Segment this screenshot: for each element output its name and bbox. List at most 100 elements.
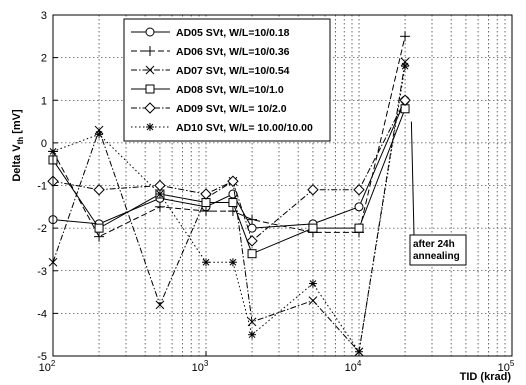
x-tick-base: 10 [39, 362, 51, 374]
y-axis-label-subscript: th [16, 137, 25, 145]
annotation-text: after 24h [413, 239, 455, 250]
legend-entry: AD09 SVt, W/L= 10/2.0 [131, 102, 287, 115]
star-data-point [155, 190, 164, 199]
y-axis-label-unit: [mV] [11, 109, 23, 137]
plus-data-point [94, 231, 105, 242]
x-axis-label: TID (krad) [460, 371, 512, 383]
star-data-point [228, 258, 237, 267]
marker-shape [247, 223, 257, 233]
square-data-point [354, 223, 364, 233]
marker-shape [94, 125, 104, 135]
marker-shape [247, 249, 257, 259]
marker-shape [354, 223, 364, 233]
x-tick-base: 10 [498, 362, 510, 374]
diamond-data-point [227, 175, 239, 187]
marker-shape [155, 300, 165, 310]
marker-shape [228, 198, 238, 208]
marker-shape [354, 202, 364, 212]
x-data-point [308, 296, 318, 305]
marker-shape [400, 57, 410, 67]
square-data-point [400, 104, 410, 114]
x-tick-label: 102 [39, 359, 56, 374]
series-layer [47, 31, 411, 357]
square-data-point [247, 249, 257, 259]
diamond-data-point [200, 188, 212, 200]
marker-shape [246, 235, 258, 247]
marker-shape [228, 189, 238, 199]
legend-entry: AD05 SVt, W/L=10/0.18 [131, 27, 290, 39]
square-data-point [308, 223, 318, 233]
marker-shape [248, 331, 256, 339]
square-data-point [94, 223, 104, 233]
legend-marker [145, 65, 155, 75]
legend-marker [145, 84, 155, 94]
star-data-point [401, 62, 410, 71]
x-tick-exponent: 5 [510, 359, 515, 368]
marker-shape [401, 62, 409, 70]
y-axis-label-main: Delta V [11, 144, 23, 182]
x-tick-label: 105 [498, 359, 515, 374]
marker-shape [144, 102, 156, 114]
x-tick-exponent: 4 [357, 359, 362, 368]
marker-shape [145, 27, 155, 37]
star-data-point [95, 130, 104, 139]
x-tick-label: 104 [345, 359, 362, 374]
legend-label: AD06 SVt, W/L=10/0.36 [176, 46, 290, 58]
marker-shape [145, 84, 155, 94]
y-tick-label: 2 [41, 53, 47, 65]
annotation-text: annealing [413, 251, 460, 262]
marker-shape [399, 94, 411, 106]
annotation-box [409, 234, 467, 266]
marker-shape [400, 104, 410, 114]
x-data-point [400, 57, 410, 67]
y-tick-label: -3 [37, 266, 47, 278]
marker-shape [95, 130, 103, 138]
square-data-point [228, 198, 238, 208]
x-tick-exponent: 3 [204, 359, 209, 368]
marker-shape [156, 190, 164, 198]
legend-marker [145, 27, 155, 37]
legend-marker [146, 123, 154, 131]
legend-label: AD09 SVt, W/L= 10/2.0 [176, 103, 287, 115]
y-tick-label: 3 [41, 10, 47, 22]
plus-data-point [154, 201, 165, 212]
y-tick-label: -1 [37, 181, 47, 193]
x-data-point [94, 125, 104, 135]
plus-data-point [247, 214, 258, 225]
marker-shape [93, 184, 105, 196]
plus-data-point [201, 206, 211, 217]
circle-data-point [354, 202, 364, 212]
diamond-data-point [93, 184, 105, 196]
diamond-data-point [246, 235, 258, 247]
legend-entry: AD07 SVt, W/L=10/0.54 [131, 65, 290, 77]
marker-shape [308, 223, 318, 233]
legend-label: AD07 SVt, W/L=10/0.54 [176, 65, 290, 77]
marker-shape [145, 65, 155, 75]
circle-data-point [228, 189, 238, 199]
diamond-data-point [307, 184, 319, 196]
marker-shape [227, 175, 239, 187]
circle-data-point [247, 223, 257, 233]
marker-shape [202, 258, 210, 266]
marker-shape [146, 123, 154, 131]
y-axis-label: Delta Vth [mV] [11, 109, 25, 182]
x-tick-label: 103 [192, 359, 209, 374]
x-tick-exponent: 2 [51, 359, 56, 368]
y-tick-label: 1 [41, 95, 47, 107]
diamond-data-point [353, 184, 365, 196]
star-data-point [202, 258, 210, 267]
legend-label: AD05 SVt, W/L=10/0.18 [176, 27, 290, 39]
y-tick-label: 0 [41, 138, 47, 150]
legend-label: AD10 SVt, W/L= 10.00/10.00 [176, 122, 313, 134]
marker-shape [353, 184, 365, 196]
y-tick-label: -4 [37, 308, 47, 320]
marker-shape [94, 223, 104, 233]
star-data-point [248, 330, 257, 339]
marker-shape [309, 280, 317, 287]
square-data-point [201, 198, 211, 208]
legend-entry: AD08 SVt, W/L=10/1.0 [131, 84, 284, 96]
legend: AD05 SVt, W/L=10/0.18 AD06 SVt, W/L=10/0.… [123, 18, 331, 142]
